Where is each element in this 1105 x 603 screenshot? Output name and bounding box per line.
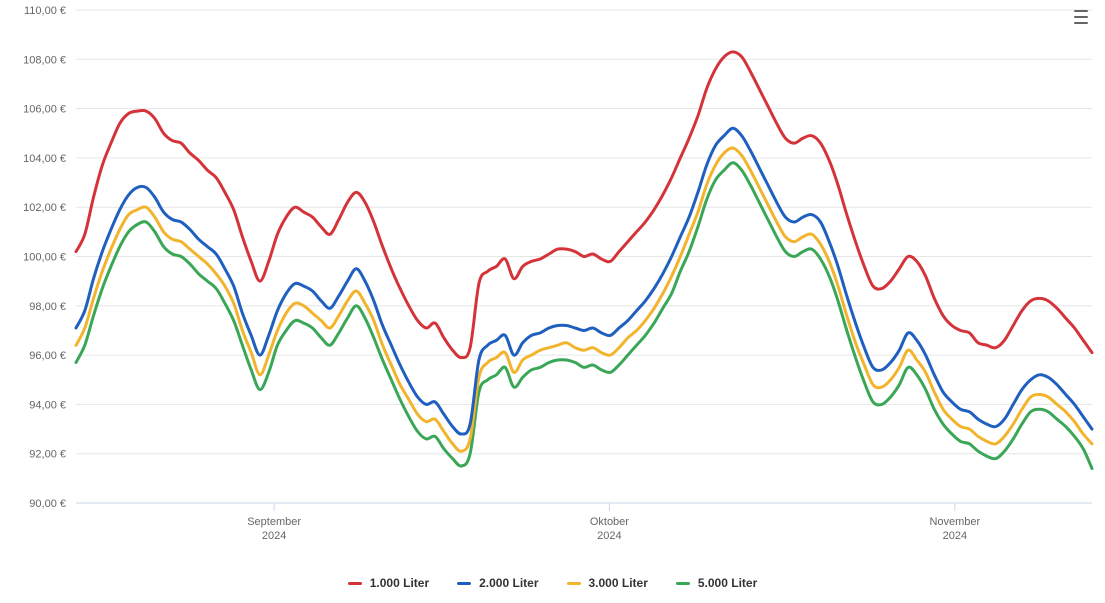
legend-item[interactable]: 2.000 Liter: [457, 576, 538, 590]
legend-swatch: [348, 582, 362, 585]
y-tick-label: 104,00 €: [23, 153, 66, 165]
legend-item[interactable]: 1.000 Liter: [348, 576, 429, 590]
legend-item[interactable]: 5.000 Liter: [676, 576, 757, 590]
legend-label: 1.000 Liter: [370, 576, 429, 590]
x-tick-sublabel: 2024: [597, 530, 621, 542]
chart-svg: 90,00 € 92,00 € 94,00 € 96,00 € 98,00 € 100,0…: [0, 0, 1105, 563]
y-tick-label: 110,00 €: [24, 5, 66, 17]
legend-swatch: [676, 582, 690, 585]
series-line: [76, 148, 1092, 451]
y-tick-label: 90,00 €: [29, 498, 66, 510]
legend-swatch: [567, 582, 581, 585]
y-tick-label: 94,00 €: [29, 399, 66, 411]
legend-label: 5.000 Liter: [698, 576, 757, 590]
series-line: [76, 163, 1092, 469]
price-chart: 90,00 € 92,00 € 94,00 € 96,00 € 98,00 € 100,0…: [0, 0, 1105, 603]
y-tick-label: 106,00 €: [23, 104, 66, 116]
legend-item[interactable]: 3.000 Liter: [567, 576, 648, 590]
chart-menu-button[interactable]: [1069, 6, 1093, 28]
y-tick-label: 100,00 €: [23, 252, 66, 264]
y-tick-label: 98,00 €: [29, 301, 66, 313]
x-tick-label: September: [247, 516, 301, 528]
series-line: [76, 128, 1092, 434]
legend-swatch: [457, 582, 471, 585]
x-tick-sublabel: 2024: [262, 530, 286, 542]
legend: 1.000 Liter 2.000 Liter 3.000 Liter 5.000 L…: [0, 563, 1105, 603]
y-tick-label: 108,00 €: [23, 54, 66, 66]
legend-label: 2.000 Liter: [479, 576, 538, 590]
x-tick-sublabel: 2024: [943, 530, 967, 542]
x-tick-label: Oktober: [590, 516, 629, 528]
x-tick-label: November: [929, 516, 980, 528]
y-tick-label: 92,00 €: [29, 449, 66, 461]
legend-label: 3.000 Liter: [589, 576, 648, 590]
y-tick-label: 96,00 €: [29, 350, 66, 362]
y-tick-label: 102,00 €: [23, 202, 66, 214]
